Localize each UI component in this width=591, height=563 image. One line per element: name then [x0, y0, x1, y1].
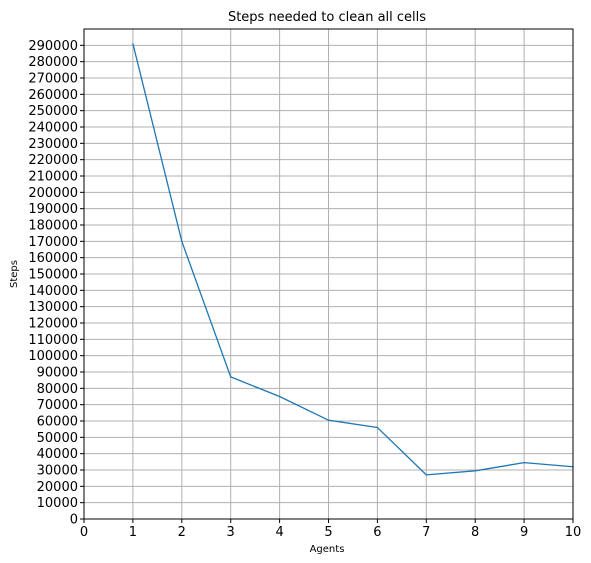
y-tick-label: 60000 [37, 415, 78, 430]
x-tick-label: 7 [422, 525, 430, 540]
x-tick-label: 5 [324, 525, 332, 540]
x-tick-label: 3 [227, 525, 235, 540]
y-tick-label: 170000 [28, 235, 78, 250]
y-tick-label: 280000 [28, 55, 78, 70]
y-tick-label: 260000 [28, 88, 78, 103]
y-tick-label: 200000 [28, 186, 78, 201]
x-tick-label: 6 [373, 525, 381, 540]
y-tick-label: 20000 [37, 480, 78, 495]
series-layer [132, 43, 574, 476]
y-tick-label: 270000 [28, 72, 78, 87]
grid [83, 29, 574, 520]
y-tick-label: 150000 [28, 268, 78, 283]
data-point [132, 43, 134, 45]
data-point [474, 470, 476, 472]
x-tick-label: 9 [520, 525, 528, 540]
y-axis-label: Steps [9, 260, 20, 288]
y-tick-label: 240000 [28, 121, 78, 136]
y-tick-label: 0 [70, 513, 78, 528]
y-tick-label: 180000 [28, 219, 78, 234]
y-tick-label: 140000 [28, 284, 78, 299]
y-tick-label: 110000 [28, 333, 78, 348]
data-point [327, 419, 330, 421]
y-tick-label: 230000 [28, 137, 78, 152]
series-line [132, 43, 574, 476]
y-tick-label: 90000 [37, 366, 78, 381]
data-point [181, 240, 183, 242]
y-tick-label: 210000 [28, 170, 78, 185]
y-tick-label: 130000 [28, 300, 78, 315]
x-axis-label: Agents [310, 544, 345, 555]
y-tick-label: 80000 [37, 382, 78, 397]
data-point [376, 426, 378, 429]
x-tick-label: 2 [178, 525, 186, 540]
y-tick-label: 160000 [28, 251, 78, 266]
y-tick-label: 250000 [28, 104, 78, 119]
data-point [279, 395, 281, 398]
data-point [425, 474, 427, 476]
y-tick-label: 120000 [28, 317, 78, 332]
y-tick-label: 50000 [37, 431, 78, 446]
x-tick-label: 8 [471, 525, 479, 540]
x-tick-label: 0 [80, 525, 88, 540]
x-tick-label: 4 [275, 525, 283, 540]
y-tick-label: 10000 [37, 496, 78, 511]
y-tick-label: 70000 [37, 398, 78, 413]
y-tick-label: 190000 [28, 202, 78, 217]
y-tick-label: 100000 [28, 349, 78, 364]
y-tick-label: 290000 [28, 39, 78, 54]
chart-title: Steps needed to clean all cells [228, 10, 426, 25]
y-tick-label: 30000 [37, 464, 78, 479]
x-tick-label: 1 [129, 525, 137, 540]
data-point [523, 462, 525, 464]
x-axis-ticks: 0 1 2 3 4 5 6 7 8 9 10 [80, 519, 581, 540]
y-tick-label: 40000 [37, 447, 78, 462]
data-point [230, 376, 232, 378]
y-tick-label: 220000 [28, 153, 78, 168]
x-tick-label: 10 [565, 525, 582, 540]
